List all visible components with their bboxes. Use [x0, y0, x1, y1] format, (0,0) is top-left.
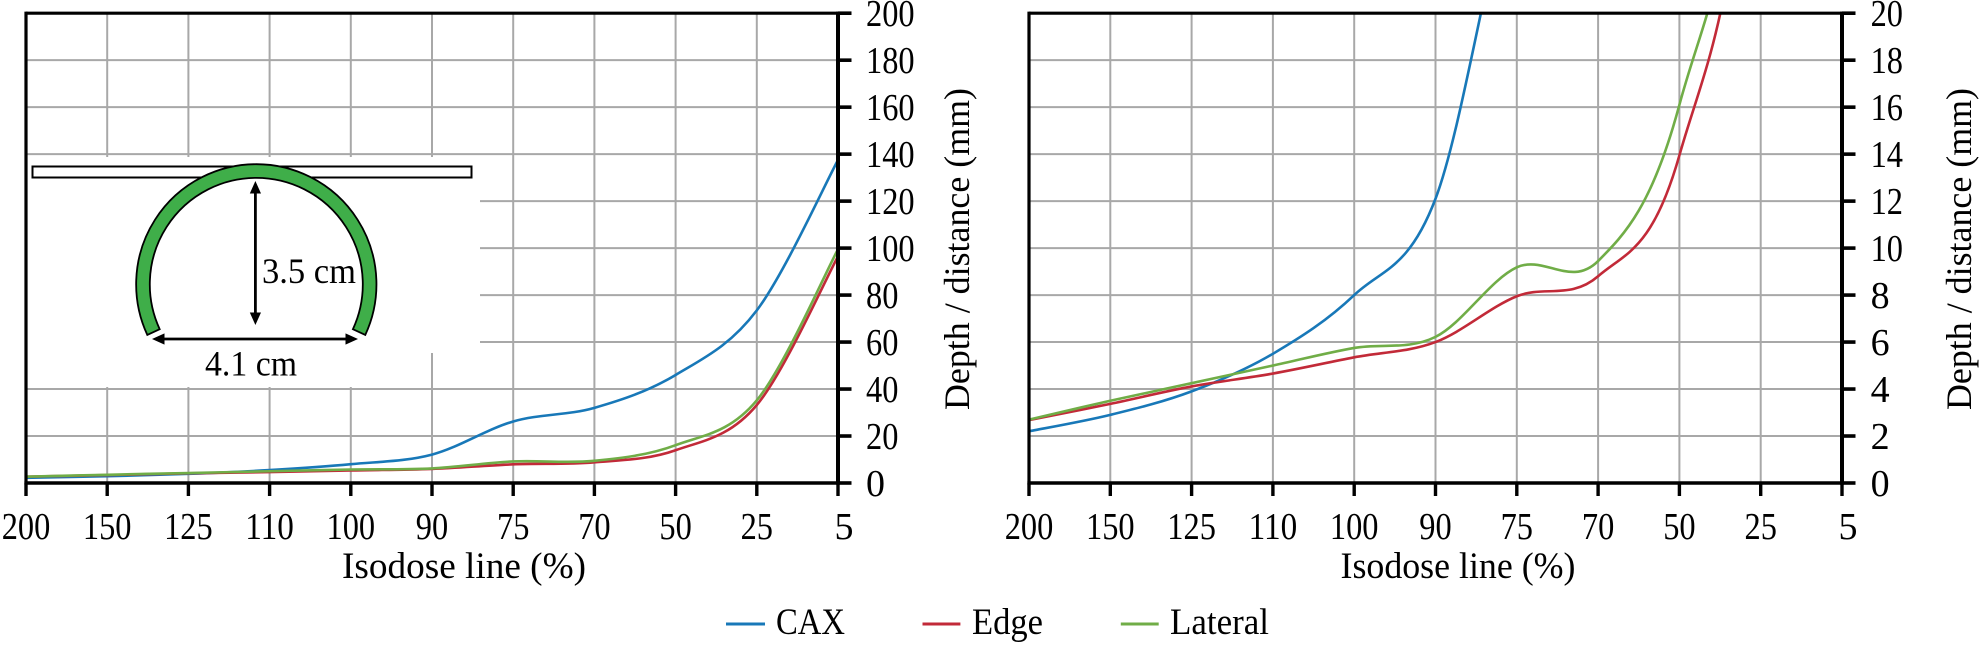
- svg-text:40: 40: [866, 369, 898, 411]
- svg-text:110: 110: [1249, 506, 1298, 548]
- svg-text:4: 4: [1871, 369, 1890, 411]
- svg-text:150: 150: [1086, 506, 1135, 548]
- svg-text:180: 180: [866, 40, 915, 82]
- svg-text:4.1 cm: 4.1 cm: [205, 344, 297, 384]
- svg-text:5: 5: [835, 506, 854, 548]
- svg-text:Depth / distance (mm): Depth / distance (mm): [937, 88, 977, 410]
- svg-text:75: 75: [497, 506, 529, 548]
- svg-text:90: 90: [1419, 506, 1451, 548]
- svg-text:90: 90: [416, 506, 448, 548]
- svg-text:0: 0: [866, 463, 885, 505]
- svg-text:100: 100: [327, 506, 376, 548]
- svg-text:70: 70: [578, 506, 610, 548]
- svg-text:18: 18: [1871, 40, 1903, 82]
- svg-text:2: 2: [1871, 416, 1890, 458]
- svg-text:10: 10: [1871, 228, 1903, 270]
- svg-text:75: 75: [1501, 506, 1533, 548]
- svg-text:125: 125: [1167, 506, 1216, 548]
- svg-text:Isodose line (%): Isodose line (%): [1341, 546, 1576, 587]
- svg-text:100: 100: [866, 228, 915, 270]
- svg-text:25: 25: [741, 506, 773, 548]
- svg-text:8: 8: [1871, 275, 1890, 317]
- svg-text:120: 120: [866, 181, 915, 223]
- svg-text:50: 50: [659, 506, 691, 548]
- svg-text:200: 200: [1005, 506, 1054, 548]
- svg-text:110: 110: [245, 506, 294, 548]
- svg-text:0: 0: [1871, 463, 1890, 505]
- svg-text:Depth / distance (mm): Depth / distance (mm): [1939, 88, 1979, 410]
- svg-text:Edge: Edge: [972, 602, 1043, 642]
- svg-text:60: 60: [866, 322, 898, 364]
- svg-text:16: 16: [1871, 87, 1903, 129]
- svg-text:20: 20: [1871, 0, 1903, 35]
- svg-text:6: 6: [1871, 322, 1890, 364]
- svg-text:150: 150: [83, 506, 132, 548]
- svg-text:70: 70: [1582, 506, 1614, 548]
- svg-text:20: 20: [866, 416, 898, 458]
- svg-text:Isodose line (%): Isodose line (%): [342, 546, 586, 587]
- svg-text:Lateral: Lateral: [1170, 602, 1269, 642]
- svg-text:3.5 cm: 3.5 cm: [262, 251, 356, 291]
- svg-text:140: 140: [866, 134, 915, 176]
- svg-text:50: 50: [1663, 506, 1695, 548]
- svg-text:12: 12: [1871, 181, 1903, 223]
- svg-text:160: 160: [866, 87, 915, 129]
- svg-text:125: 125: [164, 506, 213, 548]
- svg-text:CAX: CAX: [776, 602, 845, 642]
- svg-text:80: 80: [866, 275, 898, 317]
- svg-text:100: 100: [1330, 506, 1379, 548]
- svg-text:25: 25: [1745, 506, 1777, 548]
- svg-text:200: 200: [2, 506, 51, 548]
- svg-text:14: 14: [1871, 134, 1903, 176]
- svg-text:200: 200: [866, 0, 915, 35]
- svg-text:5: 5: [1839, 506, 1858, 548]
